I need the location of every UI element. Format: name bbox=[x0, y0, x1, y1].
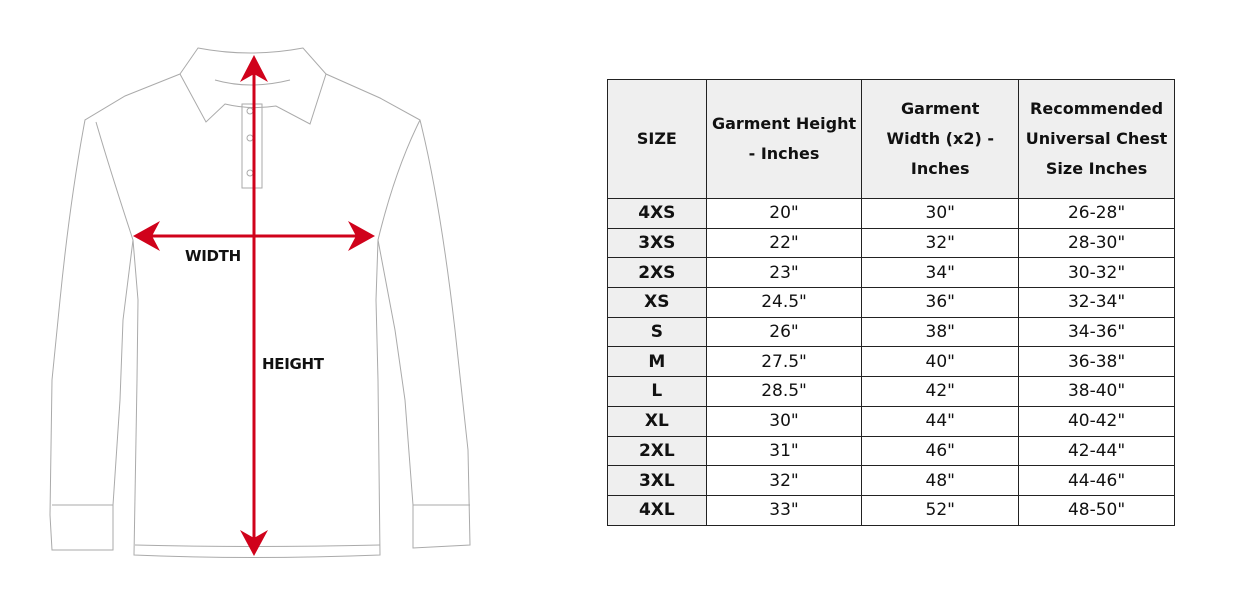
cell-chest-size: 44-46" bbox=[1018, 465, 1175, 496]
header-size: SIZE bbox=[607, 79, 707, 199]
cell-chest-size: 42-44" bbox=[1018, 435, 1175, 467]
cell-chest-size: 38-40" bbox=[1018, 376, 1175, 407]
cell-garment-height: 24.5" bbox=[705, 287, 863, 318]
cell-garment-width: 46" bbox=[861, 435, 1020, 467]
cell-chest-size: 32-34" bbox=[1018, 287, 1175, 318]
table-row: 2XS 23" 34" 30-32" bbox=[607, 257, 1175, 289]
cell-garment-width: 30" bbox=[861, 198, 1020, 229]
cell-garment-width: 38" bbox=[861, 316, 1020, 348]
cell-size: XS bbox=[607, 287, 707, 318]
cell-garment-height: 26" bbox=[705, 316, 863, 348]
cell-chest-size: 40-42" bbox=[1018, 405, 1175, 437]
width-label: WIDTH bbox=[185, 247, 241, 265]
cell-size: XL bbox=[607, 405, 707, 437]
cell-chest-size: 28-30" bbox=[1018, 227, 1175, 259]
cell-size: 3XL bbox=[607, 465, 707, 496]
cell-garment-width: 44" bbox=[861, 405, 1020, 437]
cell-chest-size: 36-38" bbox=[1018, 346, 1175, 378]
cell-size: 4XS bbox=[607, 198, 707, 229]
cell-garment-width: 42" bbox=[861, 376, 1020, 407]
cell-garment-width: 32" bbox=[861, 227, 1020, 259]
height-arrow bbox=[240, 55, 268, 556]
cell-garment-width: 40" bbox=[861, 346, 1020, 378]
cell-size: 3XS bbox=[607, 227, 707, 259]
cell-garment-width: 36" bbox=[861, 287, 1020, 318]
cell-chest-size: 30-32" bbox=[1018, 257, 1175, 289]
table-row: 3XL 32" 48" 44-46" bbox=[607, 465, 1175, 496]
shirt-outline bbox=[49, 47, 471, 558]
cell-garment-height: 23" bbox=[705, 257, 863, 289]
cell-garment-height: 33" bbox=[705, 494, 863, 526]
table-row: S 26" 38" 34-36" bbox=[607, 316, 1175, 348]
size-chart-table: SIZE Garment Height - Inches Garment Wid… bbox=[607, 79, 1175, 526]
table-row: 3XS 22" 32" 28-30" bbox=[607, 227, 1175, 259]
cell-size: S bbox=[607, 316, 707, 348]
table-row: 4XS 20" 30" 26-28" bbox=[607, 198, 1175, 229]
cell-garment-width: 52" bbox=[861, 494, 1020, 526]
cell-chest-size: 48-50" bbox=[1018, 494, 1175, 526]
cell-garment-width: 34" bbox=[861, 257, 1020, 289]
width-arrow bbox=[133, 221, 375, 251]
cell-garment-height: 22" bbox=[705, 227, 863, 259]
cell-garment-height: 31" bbox=[705, 435, 863, 467]
header-chest-size: Recommended Universal Chest Size Inches bbox=[1018, 79, 1175, 199]
height-label: HEIGHT bbox=[262, 355, 324, 373]
table-row: XS 24.5" 36" 32-34" bbox=[607, 287, 1175, 318]
table-row: XL 30" 44" 40-42" bbox=[607, 405, 1175, 437]
cell-garment-height: 28.5" bbox=[705, 376, 863, 407]
cell-garment-width: 48" bbox=[861, 465, 1020, 496]
table-header-row: SIZE Garment Height - Inches Garment Wid… bbox=[607, 79, 1175, 199]
polo-shirt-diagram bbox=[49, 47, 471, 558]
cell-size: 4XL bbox=[607, 494, 707, 526]
header-garment-width: Garment Width (x2) - Inches bbox=[861, 79, 1020, 199]
table-row: 2XL 31" 46" 42-44" bbox=[607, 435, 1175, 467]
cell-size: 2XL bbox=[607, 435, 707, 467]
cell-chest-size: 34-36" bbox=[1018, 316, 1175, 348]
cell-size: L bbox=[607, 376, 707, 407]
table-row: 4XL 33" 52" 48-50" bbox=[607, 494, 1175, 526]
cell-size: 2XS bbox=[607, 257, 707, 289]
cell-chest-size: 26-28" bbox=[1018, 198, 1175, 229]
table-row: L 28.5" 42" 38-40" bbox=[607, 376, 1175, 407]
table-row: M 27.5" 40" 36-38" bbox=[607, 346, 1175, 378]
header-garment-height: Garment Height - Inches bbox=[705, 79, 863, 199]
cell-garment-height: 30" bbox=[705, 405, 863, 437]
cell-garment-height: 20" bbox=[705, 198, 863, 229]
cell-size: M bbox=[607, 346, 707, 378]
cell-garment-height: 27.5" bbox=[705, 346, 863, 378]
cell-garment-height: 32" bbox=[705, 465, 863, 496]
